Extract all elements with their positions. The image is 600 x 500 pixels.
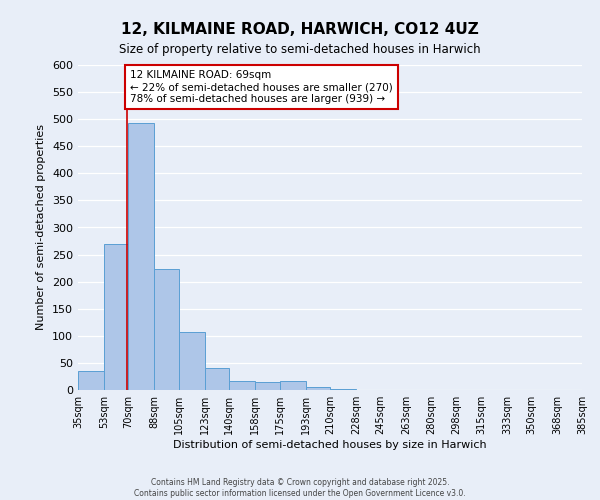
Bar bbox=[229, 381, 255, 390]
X-axis label: Distribution of semi-detached houses by size in Harwich: Distribution of semi-detached houses by … bbox=[173, 440, 487, 450]
Text: Size of property relative to semi-detached houses in Harwich: Size of property relative to semi-detach… bbox=[119, 42, 481, 56]
Bar bbox=[179, 332, 205, 390]
Text: 12 KILMAINE ROAD: 69sqm
← 22% of semi-detached houses are smaller (270)
78% of s: 12 KILMAINE ROAD: 69sqm ← 22% of semi-de… bbox=[130, 70, 392, 104]
Bar bbox=[128, 123, 154, 390]
Bar bbox=[104, 244, 128, 390]
Bar bbox=[78, 371, 104, 390]
Y-axis label: Number of semi-detached properties: Number of semi-detached properties bbox=[37, 124, 46, 330]
Bar bbox=[255, 382, 280, 390]
Bar bbox=[205, 368, 229, 390]
Bar bbox=[154, 269, 179, 390]
Bar bbox=[280, 381, 305, 390]
Bar bbox=[305, 388, 330, 390]
Text: 12, KILMAINE ROAD, HARWICH, CO12 4UZ: 12, KILMAINE ROAD, HARWICH, CO12 4UZ bbox=[121, 22, 479, 38]
Text: Contains HM Land Registry data © Crown copyright and database right 2025.
Contai: Contains HM Land Registry data © Crown c… bbox=[134, 478, 466, 498]
